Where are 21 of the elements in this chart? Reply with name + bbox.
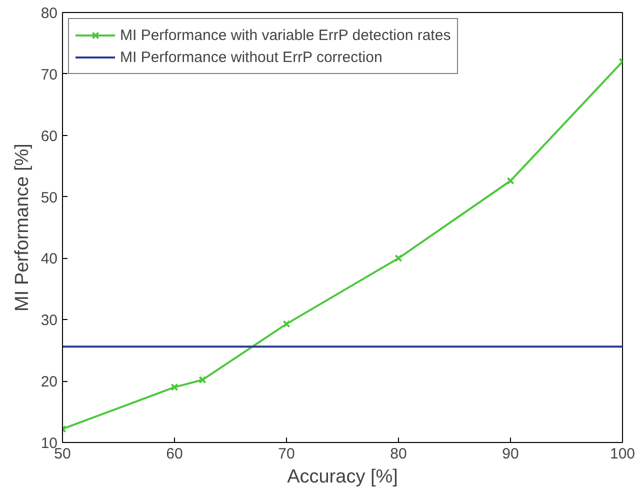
- x-tick-label: 100: [610, 446, 636, 462]
- y-tick-label: 20: [40, 374, 58, 391]
- point: [170, 383, 178, 392]
- point: [198, 376, 206, 384]
- x-axis-title: Accuracy [%]: [287, 466, 398, 488]
- legend-label: MI Performance with variable ErrP detection rates: [120, 26, 451, 44]
- x-tick-label: 70: [278, 446, 295, 462]
- point: [506, 176, 514, 185]
- point: [394, 254, 402, 262]
- legend-label: MI Performance without ErrP correction: [120, 48, 382, 66]
- y-tick-label: 30: [40, 312, 58, 330]
- y-axis-title: MI Performance [%]: [12, 144, 33, 312]
- x-tick-label: 80: [390, 446, 407, 462]
- y-tick-label: 50: [40, 189, 58, 206]
- x-tick-label: 60: [166, 446, 183, 462]
- x-tick-label: 90: [502, 446, 519, 462]
- y-tick-label: 70: [40, 66, 58, 84]
- point: [282, 320, 290, 328]
- y-tick-label: 40: [40, 250, 58, 268]
- y-tick-label: 80: [40, 5, 58, 22]
- y-tick-label: 60: [40, 128, 58, 145]
